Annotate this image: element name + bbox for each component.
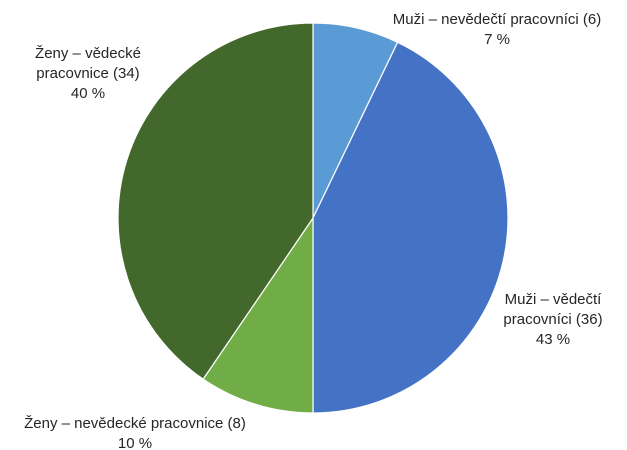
slice-label-line: pracovnice (34) [36,65,139,82]
pie-slice-3 [202,216,314,414]
slice-label-3: Ženy – nevědecké pracovnice (8) 10 % [24,415,246,450]
slice-label-line: 43 % [536,331,570,348]
slice-label-line: 10 % [118,435,152,450]
slice-label-line: 7 % [484,31,510,48]
slice-label-line: Muži – nevědečtí pracovníci (6) [393,11,601,28]
slice-label-line: pracovníci (36) [503,311,602,328]
slice-label-2: Muži – vědečtí pracovníci (36) 43 % [503,291,602,348]
slice-label-line: 40 % [71,85,105,102]
slice-label-line: Muži – vědečtí [505,291,603,308]
pie-slice-4 [117,22,314,380]
pie-slice-2 [312,41,509,414]
slice-label-1: Muži – nevědečtí pracovníci (6) 7 % [393,11,601,48]
pie-labels: Muži – nevědečtí pracovníci (6) 7 %Muži –… [24,11,603,450]
pie-slices [117,22,509,414]
slice-label-4: Ženy – vědecké pracovnice (34) 40 % [35,45,141,102]
slice-label-line: Ženy – nevědecké pracovnice (8) [24,415,246,432]
slice-label-line: Ženy – vědecké [35,45,141,62]
